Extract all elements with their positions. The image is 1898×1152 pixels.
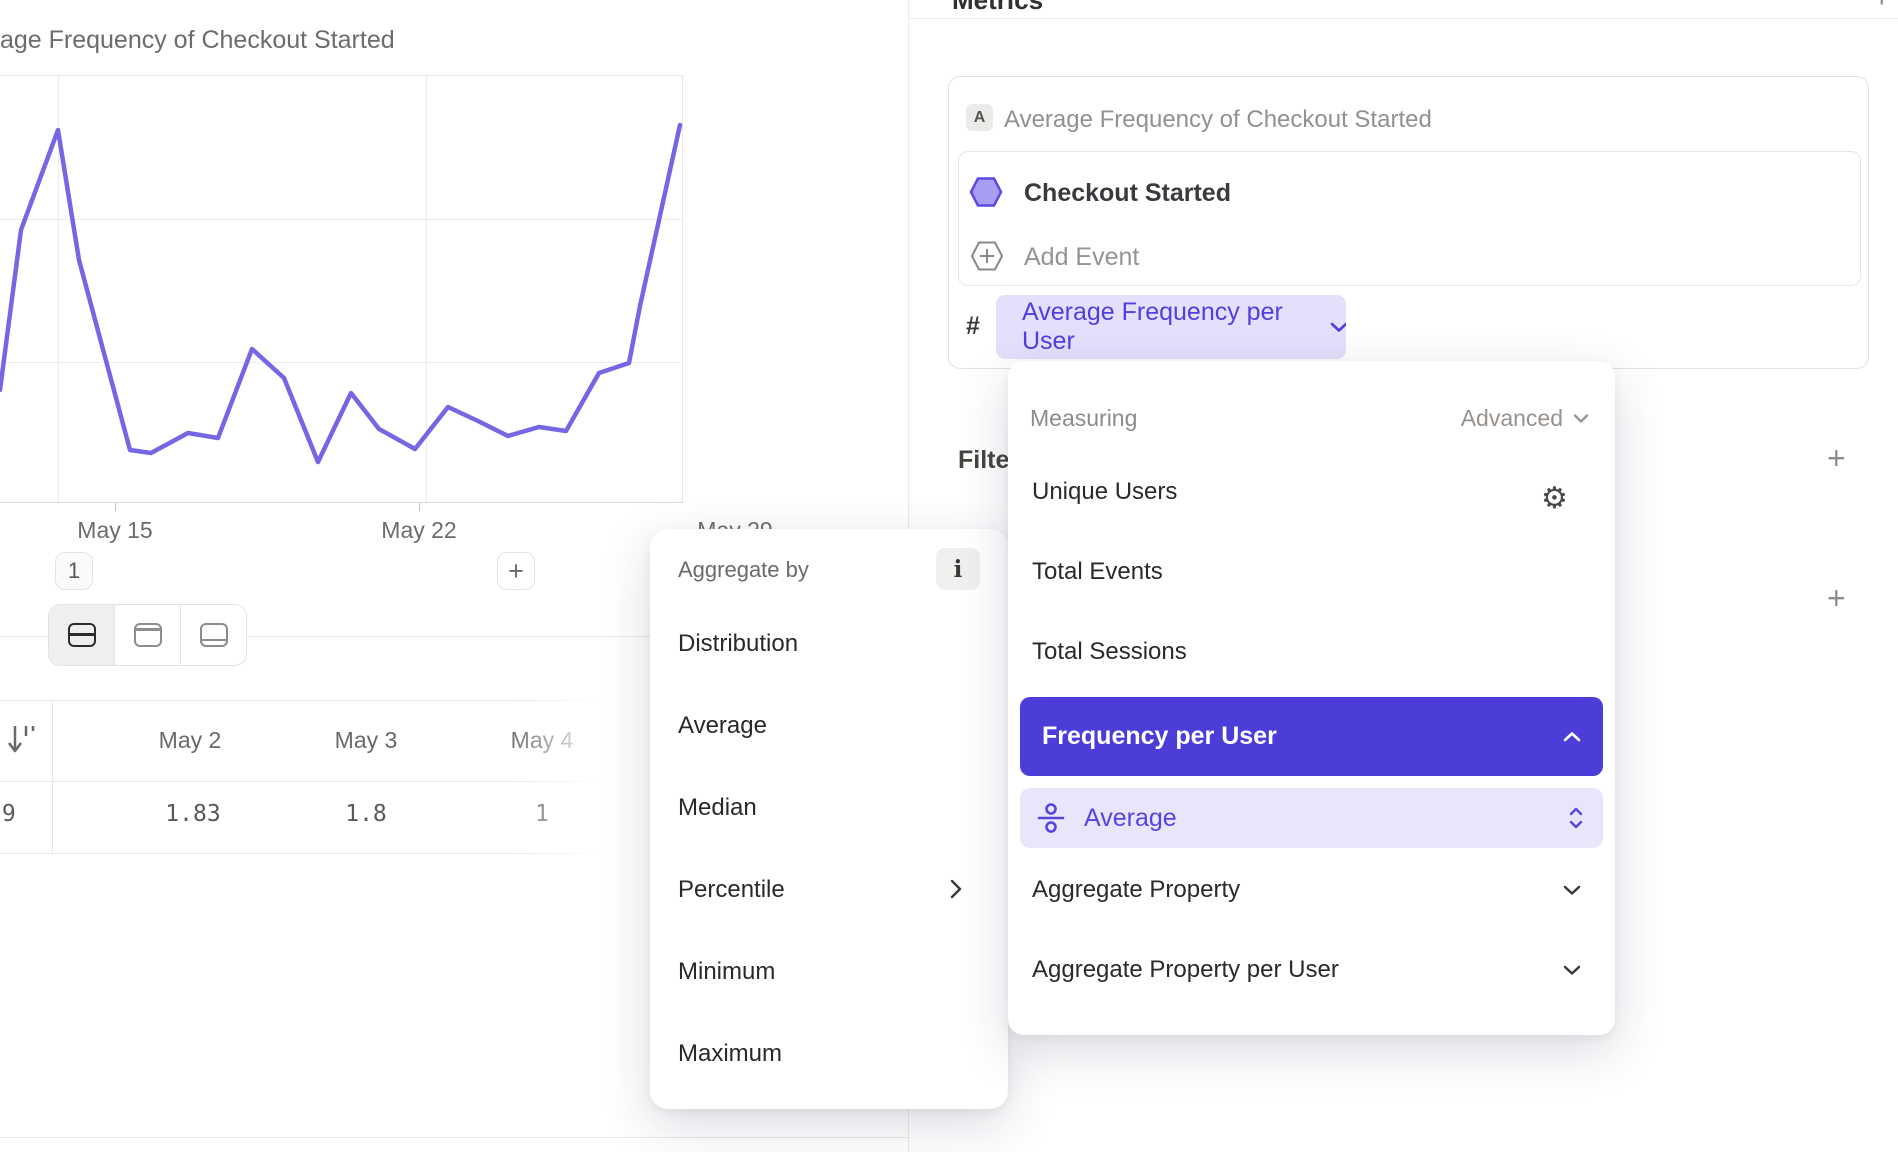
measuring-menu: Measuring Advanced Unique Users ⚙ Total … (1008, 361, 1615, 1035)
menu-item-distribution[interactable]: Distribution (678, 630, 799, 657)
layout-table-button[interactable] (181, 605, 246, 665)
table-border (52, 700, 53, 853)
x-axis-label: May 22 (381, 517, 457, 543)
menu-item-frequency-per-user[interactable]: Frequency per User (1020, 697, 1603, 776)
gridline (0, 219, 682, 220)
aggregate-property-label: Aggregate Property (1032, 876, 1241, 903)
measurement-label: Average Frequency per User (1022, 298, 1283, 355)
menu-item-percentile[interactable]: Percentile (678, 876, 785, 903)
bottom-divider (0, 1137, 908, 1138)
metrics-heading: Metrics (952, 0, 1044, 15)
gear-icon[interactable]: ⚙ (1541, 482, 1568, 515)
event-name[interactable]: Checkout Started (1024, 179, 1231, 207)
menu-item-unique-users[interactable]: Unique Users (1032, 478, 1178, 505)
x-tick (115, 503, 116, 511)
chart-view-icon (133, 623, 162, 647)
gridline (0, 362, 682, 363)
add-filter-icon[interactable]: + (1827, 440, 1846, 476)
add-chart-button[interactable]: + (497, 552, 535, 590)
menu-item-average[interactable]: Average (678, 712, 767, 739)
table-header-may3[interactable]: May 3 (334, 727, 398, 753)
chart-title: Average Frequency of Checkout Started (0, 26, 395, 54)
aggregate-by-title: Aggregate by (678, 557, 809, 582)
line-chart[interactable] (0, 75, 683, 503)
add-event-icon[interactable] (970, 240, 1004, 272)
add-event-label[interactable]: Add Event (1024, 243, 1140, 271)
menu-item-average-aggregation[interactable]: Average (1020, 788, 1603, 848)
advanced-toggle[interactable]: Advanced (1461, 405, 1589, 432)
menu-item-minimum[interactable]: Minimum (678, 958, 776, 985)
metric-name-input[interactable]: Average Frequency of Checkout Started (1004, 106, 1432, 133)
chart-plot-area (0, 75, 683, 503)
hash-symbol: # (966, 312, 980, 340)
metric-letter-badge: A (966, 104, 993, 131)
selected-item-label: Frequency per User (1042, 722, 1277, 750)
measurement-dropdown[interactable]: Average Frequency per User (996, 295, 1346, 359)
page-tab-1[interactable]: 1 (55, 552, 93, 590)
event-hexagon-icon (969, 177, 1003, 207)
menu-item-aggregate-property-per-user[interactable]: Aggregate Property per User (1020, 948, 1603, 992)
measuring-label: Measuring (1030, 405, 1138, 431)
gridline (426, 76, 427, 502)
table-border (0, 853, 908, 854)
table-cell-may2: 1.83 (165, 801, 221, 827)
layout-chart-button[interactable] (115, 605, 181, 665)
sort-icon[interactable] (8, 722, 36, 758)
advanced-label: Advanced (1460, 405, 1563, 431)
menu-item-total-sessions[interactable]: Total Sessions (1032, 638, 1187, 665)
x-axis-label: May 15 (77, 517, 153, 543)
aggregate-by-menu: Aggregate by i Distribution Average Medi… (650, 529, 1008, 1109)
series-line (0, 122, 683, 465)
layout-toggle (48, 604, 247, 666)
section-divider (0, 636, 908, 637)
event-panel (958, 151, 1861, 286)
add-breakdown-icon[interactable]: + (1827, 580, 1846, 616)
average-icon (1037, 803, 1065, 833)
table-fade-overlay (505, 690, 665, 858)
menu-item-total-events[interactable]: Total Events (1032, 558, 1163, 585)
average-label: Average (1084, 803, 1177, 832)
gridline (58, 76, 59, 502)
aggregate-property-per-user-label: Aggregate Property per User (1032, 956, 1339, 983)
chevron-down-icon (1330, 322, 1346, 332)
info-icon[interactable]: i (936, 548, 980, 590)
table-cell-frozen: 1.9 (0, 801, 16, 827)
table-view-icon (199, 623, 228, 647)
chevron-right-icon (950, 879, 962, 899)
layout-split-button[interactable] (49, 605, 115, 665)
chevron-down-icon (1563, 965, 1581, 975)
split-view-icon (67, 623, 96, 647)
table-border (0, 781, 908, 782)
menu-item-median[interactable]: Median (678, 794, 757, 821)
add-metric-icon[interactable]: + (1873, 0, 1891, 15)
menu-item-maximum[interactable]: Maximum (678, 1040, 783, 1067)
chevron-up-down-icon (1569, 807, 1583, 829)
chevron-down-icon (1563, 885, 1581, 895)
table-header-may2[interactable]: May 2 (158, 727, 222, 753)
table-cell-may3: 1.8 (345, 801, 387, 827)
menu-item-aggregate-property[interactable]: Aggregate Property (1020, 868, 1603, 912)
table-border (0, 700, 908, 701)
chevron-up-icon (1563, 731, 1581, 741)
x-tick (419, 503, 420, 511)
chevron-down-icon (1573, 414, 1589, 423)
right-top-divider (908, 18, 1898, 19)
